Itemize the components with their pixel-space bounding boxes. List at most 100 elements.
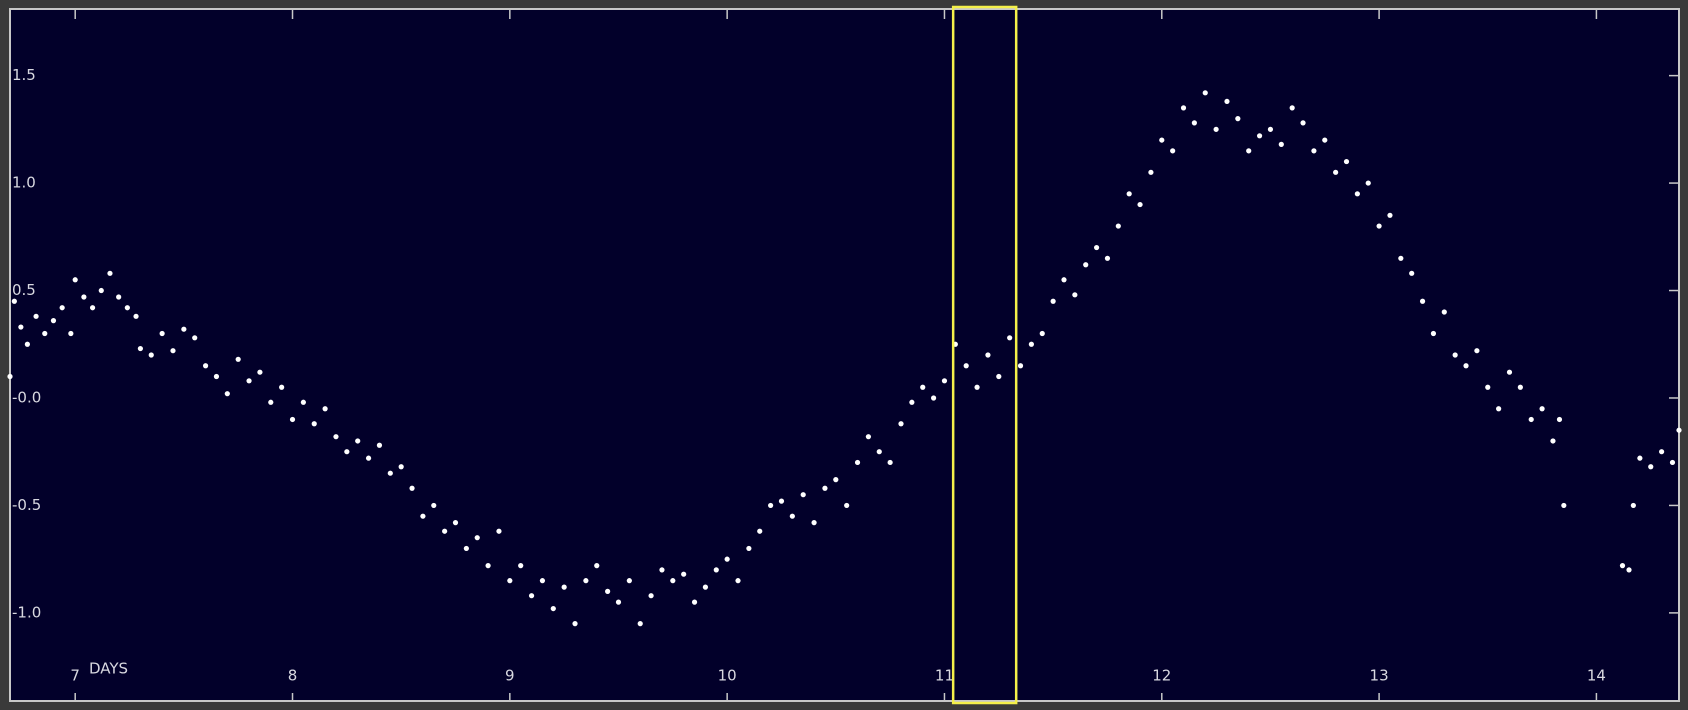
- data-point: [518, 563, 524, 569]
- data-point: [778, 498, 785, 504]
- data-point: [365, 455, 372, 461]
- data-point: [1083, 262, 1089, 268]
- data-point: [996, 373, 1002, 380]
- data-point: [116, 294, 122, 300]
- data-point: [670, 578, 676, 584]
- data-point: [822, 485, 828, 491]
- data-point: [1289, 105, 1295, 111]
- data-point: [311, 421, 317, 427]
- data-point: [224, 391, 230, 397]
- data-point: [148, 352, 154, 358]
- data-point: [1050, 298, 1056, 304]
- data-point: [1676, 427, 1682, 433]
- x-tick-label: 10: [718, 667, 737, 685]
- data-point: [681, 571, 687, 577]
- data-point: [1159, 137, 1165, 143]
- data-point: [463, 545, 469, 552]
- data-point: [1485, 384, 1491, 390]
- data-point: [1496, 406, 1502, 412]
- data-point: [757, 528, 763, 534]
- data-point: [124, 305, 130, 311]
- data-point: [1093, 244, 1100, 251]
- data-point: [322, 406, 328, 412]
- data-point: [474, 535, 480, 541]
- data-point: [768, 502, 774, 509]
- data-point: [1528, 416, 1534, 423]
- data-point: [452, 520, 459, 526]
- data-point: [637, 621, 643, 627]
- data-point: [1202, 90, 1208, 96]
- data-point: [137, 345, 143, 352]
- data-point: [1561, 502, 1567, 509]
- data-point: [431, 502, 437, 509]
- data-point: [1659, 449, 1665, 455]
- data-point: [300, 399, 306, 405]
- data-point: [420, 513, 426, 519]
- data-point: [1213, 126, 1219, 132]
- data-point: [1463, 363, 1469, 369]
- data-point: [648, 593, 654, 599]
- data-point: [844, 502, 850, 509]
- data-point: [691, 599, 698, 605]
- data-point: [865, 434, 872, 440]
- data-point: [496, 528, 502, 534]
- data-point: [1517, 384, 1523, 390]
- data-point: [528, 593, 535, 599]
- data-point: [11, 298, 17, 304]
- y-tick-label: -0.0: [12, 388, 41, 406]
- data-point: [7, 373, 13, 380]
- data-point: [1170, 148, 1176, 154]
- data-point: [1354, 191, 1360, 197]
- x-tick-label: 11: [935, 667, 954, 685]
- data-point: [1039, 330, 1045, 337]
- y-tick-label: 1.5: [12, 66, 36, 84]
- data-point: [1637, 455, 1643, 461]
- data-point: [1550, 438, 1556, 444]
- data-point: [931, 395, 937, 401]
- data-point: [887, 459, 893, 466]
- data-point: [1398, 255, 1404, 261]
- data-point: [1072, 292, 1078, 298]
- data-point: [626, 578, 632, 584]
- data-point: [746, 545, 752, 552]
- data-point: [1104, 255, 1111, 261]
- data-point: [42, 330, 48, 337]
- x-tick-label: 12: [1152, 667, 1171, 685]
- data-point: [235, 356, 241, 362]
- y-tick-label: 0.5: [12, 281, 36, 299]
- data-point: [735, 578, 741, 584]
- data-point: [1648, 464, 1654, 470]
- data-point: [170, 348, 176, 354]
- x-tick-label: 9: [505, 667, 515, 685]
- y-tick-label: 1.0: [12, 174, 36, 192]
- x-tick-label: 8: [288, 667, 298, 685]
- data-point: [133, 313, 139, 319]
- data-point: [1061, 277, 1067, 283]
- x-tick-label: 7: [70, 667, 80, 685]
- data-point: [1191, 120, 1197, 126]
- data-point: [1007, 335, 1013, 341]
- data-point: [181, 326, 187, 332]
- data-point: [789, 513, 795, 519]
- data-point: [355, 438, 361, 444]
- data-point: [1619, 563, 1626, 569]
- data-point: [920, 384, 926, 390]
- data-point: [1343, 158, 1350, 165]
- data-point: [876, 449, 882, 455]
- data-point: [561, 584, 567, 590]
- data-point: [1115, 223, 1121, 229]
- data-point: [1148, 169, 1154, 175]
- data-point: [376, 442, 383, 448]
- data-point: [1441, 309, 1447, 315]
- data-point: [833, 477, 839, 483]
- data-point: [1311, 148, 1317, 154]
- data-point: [387, 470, 393, 476]
- data-point: [854, 459, 861, 466]
- data-point: [98, 287, 104, 294]
- data-point: [1028, 341, 1034, 347]
- data-point: [1300, 120, 1306, 126]
- data-point: [33, 313, 39, 319]
- data-point: [213, 373, 220, 380]
- data-point: [81, 294, 87, 300]
